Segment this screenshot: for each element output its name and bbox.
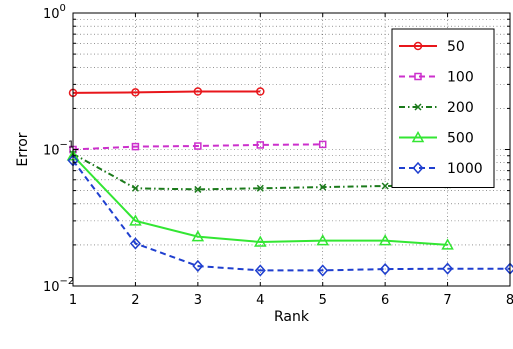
legend-label: 100 xyxy=(447,70,474,86)
data-point-200 xyxy=(381,182,389,190)
data-point-100 xyxy=(131,142,140,151)
legend-marker xyxy=(413,41,423,51)
legend-entry-50: 50 xyxy=(399,39,465,55)
legend-entry-200: 200 xyxy=(399,100,474,116)
data-point-1000 xyxy=(192,259,204,273)
y-tick-label: 10−2 xyxy=(43,276,74,295)
x-tick-label: 3 xyxy=(194,293,202,308)
data-point-200 xyxy=(256,184,264,192)
data-point-50 xyxy=(193,87,203,96)
legend-label: 50 xyxy=(447,39,465,55)
data-point-500 xyxy=(441,238,454,250)
data-point-200 xyxy=(319,183,327,191)
legend-entry-1000: 1000 xyxy=(399,161,483,177)
data-point-1000 xyxy=(254,264,266,277)
legend-box xyxy=(391,28,495,188)
x-tick-label: 2 xyxy=(131,293,139,308)
data-point-50 xyxy=(131,88,140,97)
series-line-50 xyxy=(72,90,261,94)
data-point-1000 xyxy=(379,262,391,276)
data-point-200 xyxy=(131,184,139,192)
series-line-100 xyxy=(72,143,323,151)
y-tick-label: 100 xyxy=(43,3,66,22)
y-axis-label: Error xyxy=(15,132,31,166)
legend-label: 200 xyxy=(447,100,474,116)
data-point-100 xyxy=(194,142,202,150)
data-point-500 xyxy=(191,230,205,242)
legend-marker xyxy=(412,161,424,175)
data-point-1000 xyxy=(129,237,141,250)
series-layer xyxy=(66,87,513,277)
data-point-50 xyxy=(256,87,265,96)
legend-marker xyxy=(414,72,422,81)
data-point-100 xyxy=(318,140,327,149)
legend-entry-500: 500 xyxy=(399,131,474,147)
data-point-500 xyxy=(129,214,142,226)
axis-ticks: 1 2 3 4 5 6 7 8 100 10−1 10−2 xyxy=(43,3,513,308)
x-axis-label: Rank xyxy=(274,309,310,325)
series-100 xyxy=(69,140,327,154)
legend-marker xyxy=(411,130,425,143)
data-point-500 xyxy=(378,234,392,246)
legend-marker xyxy=(414,103,422,111)
legend: 50 100 200 500 1000 xyxy=(391,28,495,188)
legend-entry-100: 100 xyxy=(399,70,474,86)
x-tick-label: 5 xyxy=(319,293,327,308)
data-point-200 xyxy=(194,185,202,193)
data-point-1000 xyxy=(442,262,454,275)
data-point-100 xyxy=(256,141,265,149)
x-tick-label: 7 xyxy=(443,293,451,308)
data-point-1000 xyxy=(317,264,329,277)
series-50 xyxy=(68,87,265,98)
data-point-500 xyxy=(316,234,329,246)
series-line-500 xyxy=(72,155,448,246)
x-tick-label: 4 xyxy=(256,293,264,308)
x-tick-label: 8 xyxy=(506,293,513,308)
y-tick-label: 10−1 xyxy=(43,140,74,159)
data-point-500 xyxy=(254,235,267,247)
legend-label: 500 xyxy=(447,131,474,147)
x-tick-label: 1 xyxy=(69,293,77,308)
legend-label: 1000 xyxy=(447,161,483,177)
series-line-200 xyxy=(72,152,448,191)
x-tick-label: 6 xyxy=(381,293,389,308)
series-line-1000 xyxy=(72,159,510,272)
